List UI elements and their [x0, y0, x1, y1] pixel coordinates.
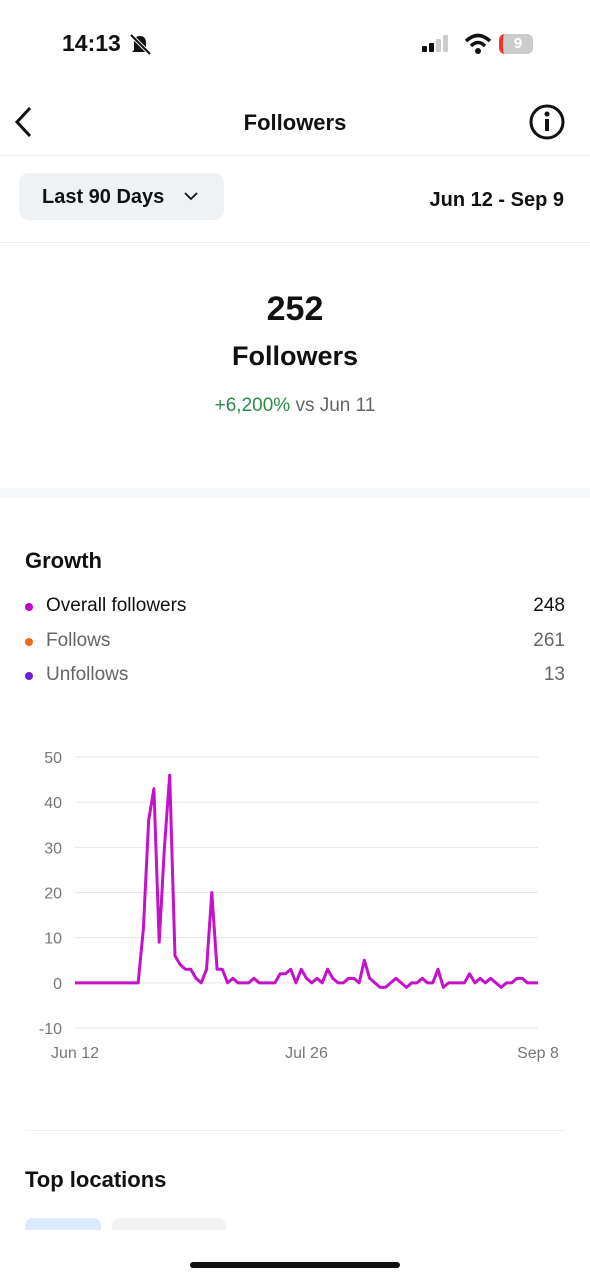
data-line [75, 773, 538, 989]
legend-name: Overall followers [46, 595, 187, 616]
signal-icon [422, 35, 448, 52]
y-tick-label: 10 [44, 931, 62, 948]
x-tick-label: Jul 26 [285, 1045, 328, 1062]
legend-value: 248 [533, 595, 565, 616]
change-value: +6,200% [214, 395, 291, 416]
date-range: Jun 12 - Sep 9 [429, 189, 565, 211]
status-time: 14:13 [62, 30, 121, 56]
y-tick-label: 40 [44, 795, 62, 812]
legend-dot [25, 637, 33, 646]
y-tick-label: 30 [44, 840, 62, 857]
legend-name: Follows [46, 629, 111, 651]
back-button[interactable] [10, 104, 40, 140]
x-tick-label: Jun 12 [51, 1045, 99, 1062]
growth-chart: -10 0 10 20 30 40 50 Jun 12 Jul 26 Sep 8 [39, 750, 559, 1062]
y-tick-label: -10 [39, 1021, 62, 1038]
section-gap [0, 488, 590, 498]
locations-title: Top locations [25, 1167, 167, 1192]
location-tab[interactable] [112, 1218, 226, 1230]
page-title: Followers [243, 110, 347, 135]
change-row: +6,200% vs Jun 11 [0, 395, 590, 417]
divider [25, 1130, 565, 1131]
range-dropdown[interactable]: Last 90 Days [19, 173, 224, 220]
growth-title: Growth [25, 548, 102, 573]
home-indicator [190, 1262, 400, 1268]
legend-dot [25, 672, 33, 680]
legend-value: 13 [543, 664, 565, 685]
battery: 9 [499, 34, 533, 54]
location-tab[interactable] [25, 1218, 101, 1230]
divider [0, 242, 590, 243]
mute-icon [129, 33, 152, 56]
follower-label: Followers [231, 341, 359, 371]
chevron-icon [184, 192, 198, 201]
range-label: Last 90 Days [42, 186, 165, 208]
y-tick-label: 50 [44, 750, 62, 767]
wifi-icon [464, 33, 492, 54]
change-comparison: vs Jun 11 [295, 395, 376, 416]
y-tick-label: 20 [44, 886, 62, 903]
divider [0, 155, 590, 156]
follower-count: 252 [266, 290, 324, 328]
legend-value: 261 [533, 629, 565, 651]
y-tick-label: 0 [53, 976, 62, 993]
x-tick-label: Sep 8 [517, 1045, 559, 1062]
info-button[interactable] [527, 102, 567, 142]
legend-dot [25, 603, 33, 611]
legend-name: Unfollows [46, 664, 129, 685]
